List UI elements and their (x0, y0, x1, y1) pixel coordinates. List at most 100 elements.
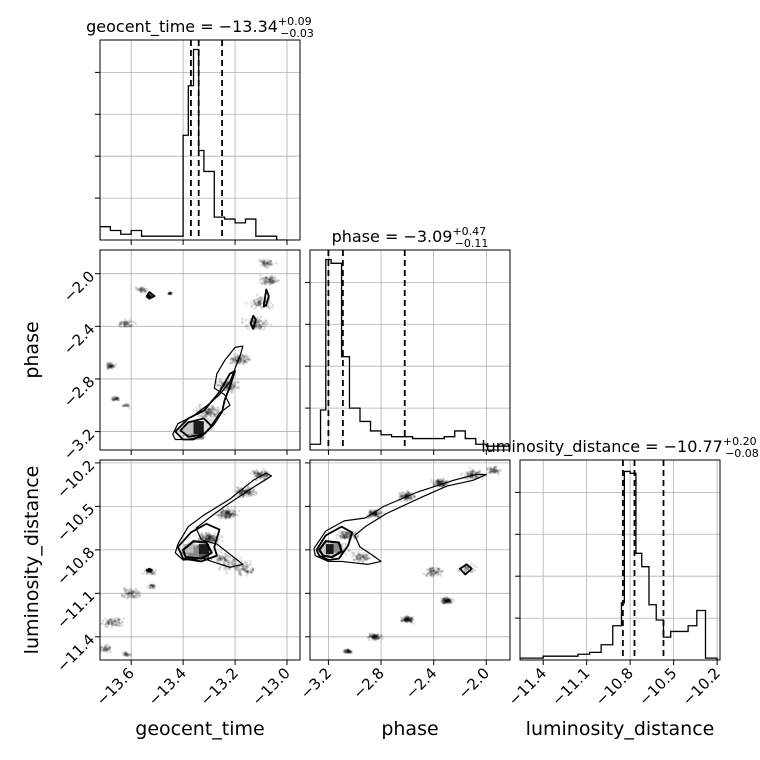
sample-point (355, 557, 358, 561)
sample-point (354, 555, 357, 558)
sample-point (206, 537, 210, 541)
sample-point (442, 601, 445, 604)
sample-point (432, 479, 436, 482)
sample-point (115, 396, 119, 400)
sample-point (239, 357, 243, 360)
sample-point (253, 472, 256, 475)
sample-point (261, 296, 265, 300)
sample-point (261, 276, 265, 280)
sample-point (374, 636, 377, 640)
sample-point (339, 534, 343, 538)
sample-point (246, 327, 250, 330)
sample-point (219, 534, 222, 537)
sample-point (380, 511, 383, 514)
sample-point (344, 535, 348, 539)
sample-point (363, 556, 367, 560)
sample-point (434, 483, 438, 486)
sample-point (444, 599, 448, 603)
sample-point (100, 645, 103, 649)
sample-point (342, 536, 346, 539)
sample-point (489, 469, 493, 472)
sample-point (340, 530, 343, 534)
sample-point (214, 412, 218, 416)
sample-point (252, 493, 256, 497)
sample-point (268, 279, 271, 282)
sample-point (110, 361, 113, 365)
sample-point (117, 396, 121, 400)
sample-point (377, 637, 380, 640)
sample-point (228, 513, 232, 517)
sample-point (128, 320, 131, 324)
sample-point (377, 513, 380, 516)
sample-point (356, 551, 360, 554)
sample-point (408, 619, 412, 622)
contour-line (318, 540, 343, 559)
sample-point (168, 292, 172, 295)
sample-point (216, 557, 219, 561)
sample-point (121, 624, 124, 627)
sample-point (368, 510, 372, 514)
sample-point (140, 289, 144, 292)
sample-point (129, 590, 133, 594)
sample-point (228, 510, 231, 514)
sample-point (437, 567, 441, 570)
sample-point (198, 403, 202, 407)
sample-point (244, 325, 248, 329)
sample-point (445, 479, 449, 483)
sample-point (114, 617, 118, 620)
sample-point (215, 513, 219, 517)
sample-point (376, 635, 379, 639)
sample-point (245, 360, 248, 364)
sample-point (103, 647, 107, 650)
sample-point (226, 512, 230, 515)
sample-point (244, 354, 248, 357)
sample-point (355, 535, 359, 539)
sample-point (126, 595, 130, 598)
sample-point (474, 471, 477, 474)
sample-point (245, 566, 249, 569)
sample-point (230, 562, 233, 565)
sample-point (487, 467, 490, 470)
sample-point (127, 591, 131, 595)
sample-point (210, 415, 213, 418)
sample-point (234, 513, 237, 517)
sample-point (459, 473, 463, 477)
sample-point (410, 619, 413, 623)
sample-point (221, 508, 224, 512)
sample-point (488, 469, 492, 472)
sample-point (412, 494, 415, 497)
sample-point (168, 292, 171, 296)
sample-point (225, 566, 228, 570)
sample-point (259, 324, 262, 327)
sample-point (225, 507, 228, 511)
sample-point (242, 359, 245, 362)
sample-point (257, 301, 261, 304)
sample-point (122, 322, 126, 326)
sample-point (352, 552, 356, 555)
sample-point (348, 650, 352, 654)
sample-point (408, 617, 411, 620)
sample-point (129, 592, 133, 596)
sample-point (343, 536, 347, 540)
sample-point (491, 467, 495, 471)
sample-point (218, 409, 221, 413)
sample-point (402, 493, 406, 496)
sample-point (220, 554, 223, 558)
sample-point (435, 479, 439, 483)
sample-point (202, 536, 206, 539)
sample-point (492, 469, 496, 473)
sample-point (470, 472, 473, 476)
sample-point (265, 276, 268, 279)
sample-point (344, 534, 347, 537)
sample-point (117, 624, 121, 628)
sample-point (252, 469, 256, 473)
sample-point (263, 325, 266, 329)
sample-point (435, 569, 439, 573)
sample-point (445, 596, 448, 599)
sample-point (253, 302, 257, 305)
sample-point (258, 301, 261, 304)
sample-point (210, 410, 214, 414)
sample-point (196, 544, 199, 548)
sample-point (347, 649, 351, 653)
sample-point (237, 568, 241, 572)
